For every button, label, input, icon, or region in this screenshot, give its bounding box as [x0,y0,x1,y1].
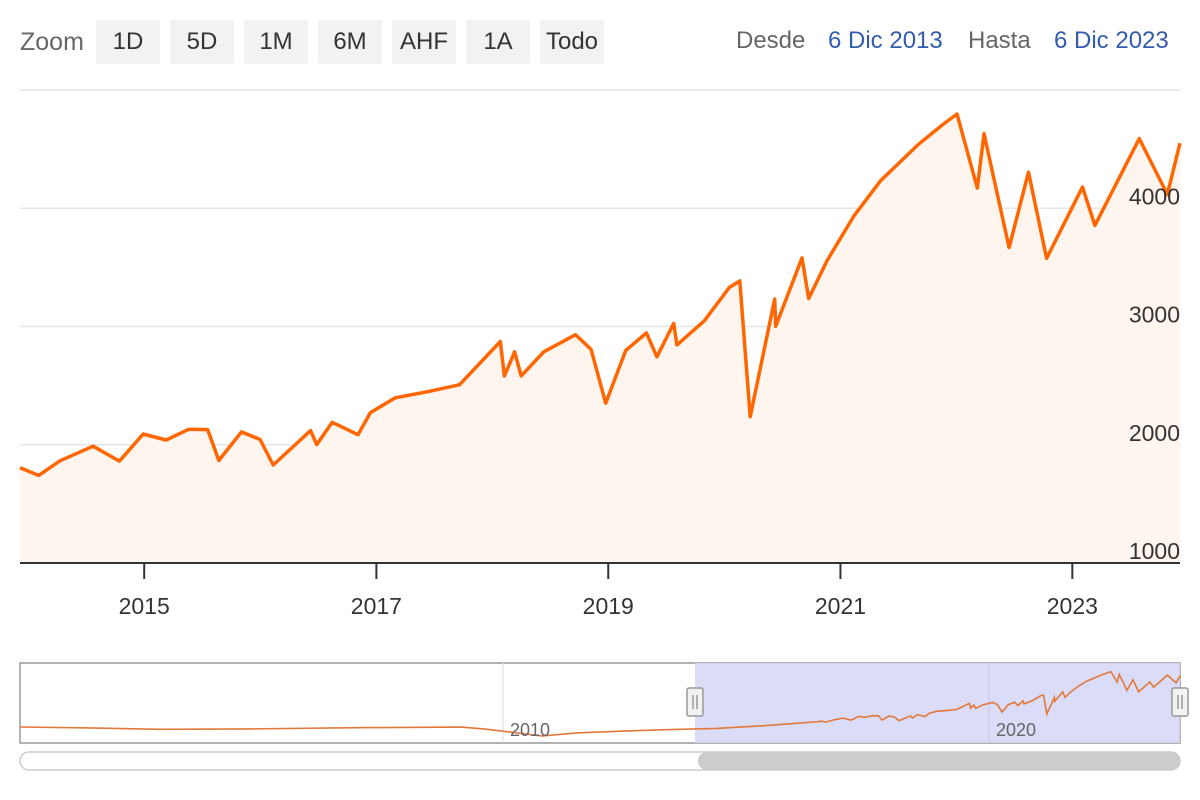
navigator[interactable]: 2010 2020 [19,662,1189,744]
to-label: Hasta [968,27,1031,54]
scrollbar-thumb[interactable] [698,752,1180,770]
range-selector-toolbar: Zoom 1D 5D 1M 6M AHF 1A Todo Desde 6 Dic… [0,18,1200,66]
navigator-right-handle[interactable] [1171,687,1189,717]
y-tick-label: 4000 [1129,183,1180,209]
x-tick-label: 2015 [119,593,170,619]
series-line [19,112,1182,478]
x-tick-label: 2017 [351,593,402,619]
y-tick-label: 2000 [1129,420,1180,446]
x-tick-label: 2021 [815,593,866,619]
zoom-1m-button[interactable]: 1M [244,20,308,64]
y-tick-label: 3000 [1129,302,1180,328]
x-tick-label: 2019 [583,593,634,619]
from-label: Desde [736,27,806,54]
series-area [20,114,1180,563]
scrollbar[interactable] [19,751,1181,771]
x-tick-label: 2023 [1047,593,1098,619]
zoom-6m-button[interactable]: 6M [318,20,382,64]
navigator-label-2010: 2010 [510,720,550,740]
zoom-label: Zoom [20,28,84,56]
y-axis-ticks: 1000 2000 3000 4000 [1129,183,1180,564]
to-date-input[interactable]: 6 Dic 2023 [1054,27,1169,54]
zoom-1d-button[interactable]: 1D [96,20,160,64]
y-tick-label: 1000 [1129,538,1180,564]
zoom-ytd-button[interactable]: AHF [392,20,456,64]
zoom-5d-button[interactable]: 5D [170,20,234,64]
x-axis-ticks: 2015 2017 2019 2021 2023 [119,563,1098,619]
navigator-label-2020: 2020 [996,720,1036,740]
navigator-selection-mask[interactable] [695,663,1180,743]
navigator-series-line [19,670,1181,737]
zoom-1y-button[interactable]: 1A [466,20,530,64]
from-date-input[interactable]: 6 Dic 2013 [828,27,943,54]
navigator-left-handle[interactable] [686,687,704,717]
zoom-all-button[interactable]: Todo [540,20,604,64]
